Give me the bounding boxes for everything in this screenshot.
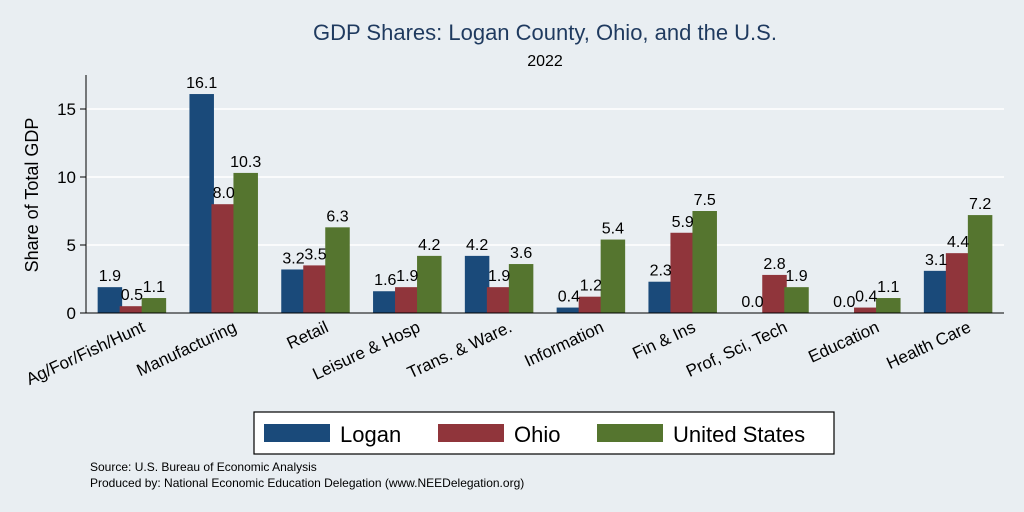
y-axis-label: Share of Total GDP — [22, 118, 42, 273]
y-tick-label: 15 — [57, 100, 76, 119]
bar-ohio — [670, 232, 695, 313]
source-note: Source: U.S. Bureau of Economic Analysis — [90, 460, 317, 474]
legend-box — [253, 411, 835, 455]
bar-united-states — [325, 227, 350, 313]
value-label: 0.4 — [855, 289, 877, 306]
value-label: 1.9 — [488, 268, 510, 285]
value-label: 1.6 — [374, 272, 396, 289]
value-label: 7.5 — [694, 192, 716, 209]
legend-swatch-logan — [264, 424, 330, 442]
y-tick-label: 10 — [57, 168, 76, 187]
value-label: 1.1 — [143, 279, 165, 296]
bars — [97, 94, 993, 313]
value-label: 1.9 — [785, 268, 807, 285]
bar-ohio — [854, 307, 879, 313]
value-label: 4.2 — [466, 237, 488, 254]
value-label: 0.0 — [833, 294, 855, 311]
legend-label-logan: Logan — [340, 422, 401, 447]
value-label: 4.2 — [418, 237, 440, 254]
bar-ohio — [303, 265, 328, 313]
bar-united-states — [692, 211, 717, 313]
bar-logan — [97, 287, 123, 313]
value-label: 3.6 — [510, 245, 532, 262]
bar-united-states — [876, 298, 901, 313]
value-label: 8.0 — [213, 185, 235, 202]
axes: 0 5 10 15 — [57, 75, 1004, 323]
value-label: 1.9 — [99, 268, 121, 285]
value-label: 3.5 — [304, 246, 326, 263]
bar-logan — [556, 307, 582, 313]
bar-ohio — [211, 204, 236, 313]
value-labels: 1.90.5 1.116.18.010.33.2 3.56.31.6 1.94.2 4.… — [99, 75, 992, 311]
bar-logan — [281, 269, 306, 313]
value-label: 0.0 — [741, 294, 763, 311]
value-label: 4.4 — [947, 234, 969, 251]
value-label: 6.3 — [326, 208, 348, 225]
bar-logan — [923, 270, 949, 313]
chart-subtitle: 2022 — [527, 53, 563, 70]
bar-ohio — [486, 287, 512, 313]
produced-by-note: Produced by: National Economic Education… — [90, 476, 524, 490]
value-label: 10.3 — [230, 154, 261, 171]
legend-swatch-united-states — [597, 424, 663, 442]
bar-ohio — [945, 253, 971, 313]
bar-logan — [189, 94, 214, 313]
bar-united-states — [417, 255, 442, 313]
value-label: 0.5 — [121, 287, 143, 304]
value-label: 3.2 — [282, 250, 304, 267]
value-label: 2.3 — [650, 263, 672, 280]
value-label: 1.9 — [396, 268, 418, 285]
bar-united-states — [141, 298, 167, 313]
value-label: 1.1 — [877, 279, 899, 296]
chart-title: GDP Shares: Logan County, Ohio, and the … — [313, 20, 777, 45]
bar-united-states — [233, 172, 258, 313]
value-label: 2.8 — [763, 256, 785, 273]
bar-logan — [648, 281, 673, 313]
bar-logan — [464, 255, 490, 313]
bar-ohio — [119, 306, 145, 313]
value-label: 3.1 — [925, 252, 947, 269]
bar-logan — [373, 291, 398, 313]
bar-united-states — [508, 264, 534, 313]
value-label: 7.2 — [969, 196, 991, 213]
value-label: 5.9 — [672, 214, 694, 231]
value-label: 1.2 — [580, 278, 602, 295]
legend: Logan Ohio United States — [253, 411, 835, 455]
value-label: 0.4 — [558, 289, 580, 306]
bar-ohio — [395, 287, 420, 313]
y-tick-label: 0 — [67, 304, 76, 323]
value-label: 16.1 — [186, 75, 217, 92]
bar-ohio — [578, 296, 604, 313]
legend-label-ohio: Ohio — [514, 422, 560, 447]
y-tick-label: 5 — [67, 236, 76, 255]
bar-united-states — [967, 215, 993, 313]
legend-label-united-states: United States — [673, 422, 805, 447]
bar-united-states — [784, 287, 809, 313]
bar-ohio — [762, 274, 787, 313]
legend-swatch-ohio — [438, 424, 504, 442]
bar-united-states — [600, 239, 626, 313]
value-label: 5.4 — [602, 221, 624, 238]
